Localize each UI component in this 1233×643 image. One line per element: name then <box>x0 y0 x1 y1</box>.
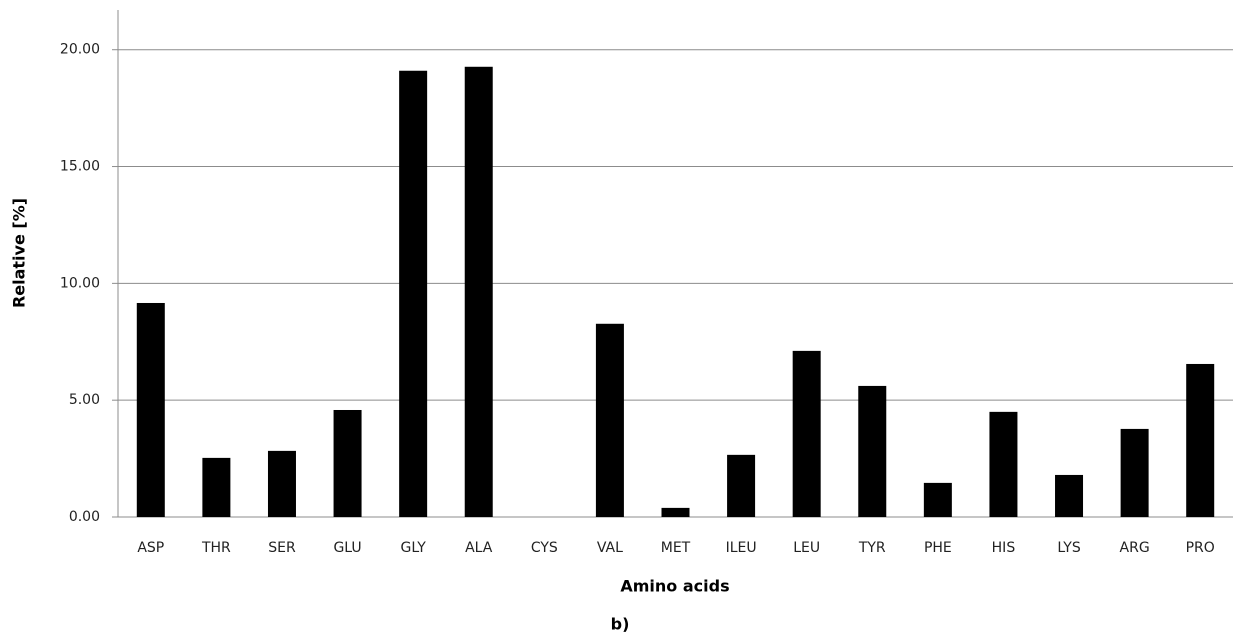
x-tick-label: ILEU <box>726 540 757 556</box>
bar <box>267 450 296 517</box>
y-axis-title: Relative [%] <box>10 198 29 308</box>
bar <box>1186 363 1215 517</box>
y-tick-label: 5.00 <box>69 392 100 408</box>
x-tick-label: GLY <box>400 540 426 556</box>
bar <box>923 482 952 517</box>
bar <box>136 302 165 517</box>
x-tick-label: MET <box>661 540 691 556</box>
x-tick-label: ASP <box>137 540 164 556</box>
bar <box>595 323 624 517</box>
bar <box>661 507 690 517</box>
bar <box>202 457 231 517</box>
x-axis-title: Amino acids <box>620 577 729 596</box>
bar <box>792 350 821 517</box>
bar <box>858 385 887 517</box>
y-tick-label: 20.00 <box>60 42 100 58</box>
bar <box>464 66 493 517</box>
x-tick-label: TYR <box>858 540 886 556</box>
x-tick-label: SER <box>268 540 296 556</box>
x-tick-label: CYS <box>531 540 558 556</box>
x-tick-label: ALA <box>465 540 493 556</box>
x-tick-label: ARG <box>1120 540 1150 556</box>
bar <box>989 411 1018 517</box>
x-tick-label: LEU <box>793 540 820 556</box>
x-tick-label: THR <box>201 540 231 556</box>
x-tick-label: PRO <box>1186 540 1215 556</box>
bar <box>399 70 428 517</box>
y-tick-label: 10.00 <box>60 275 100 291</box>
x-tick-label: PHE <box>924 540 952 556</box>
bar <box>727 454 756 517</box>
bar <box>1055 474 1084 517</box>
x-tick-label: GLU <box>333 540 361 556</box>
bar <box>333 409 362 517</box>
x-tick-label: VAL <box>597 540 623 556</box>
y-tick-label: 15.00 <box>60 159 100 175</box>
caption: b) <box>611 615 630 634</box>
x-tick-label: HIS <box>992 540 1016 556</box>
x-tick-label: LYS <box>1057 540 1080 556</box>
bar <box>1120 428 1149 517</box>
y-tick-label: 0.00 <box>69 509 100 525</box>
